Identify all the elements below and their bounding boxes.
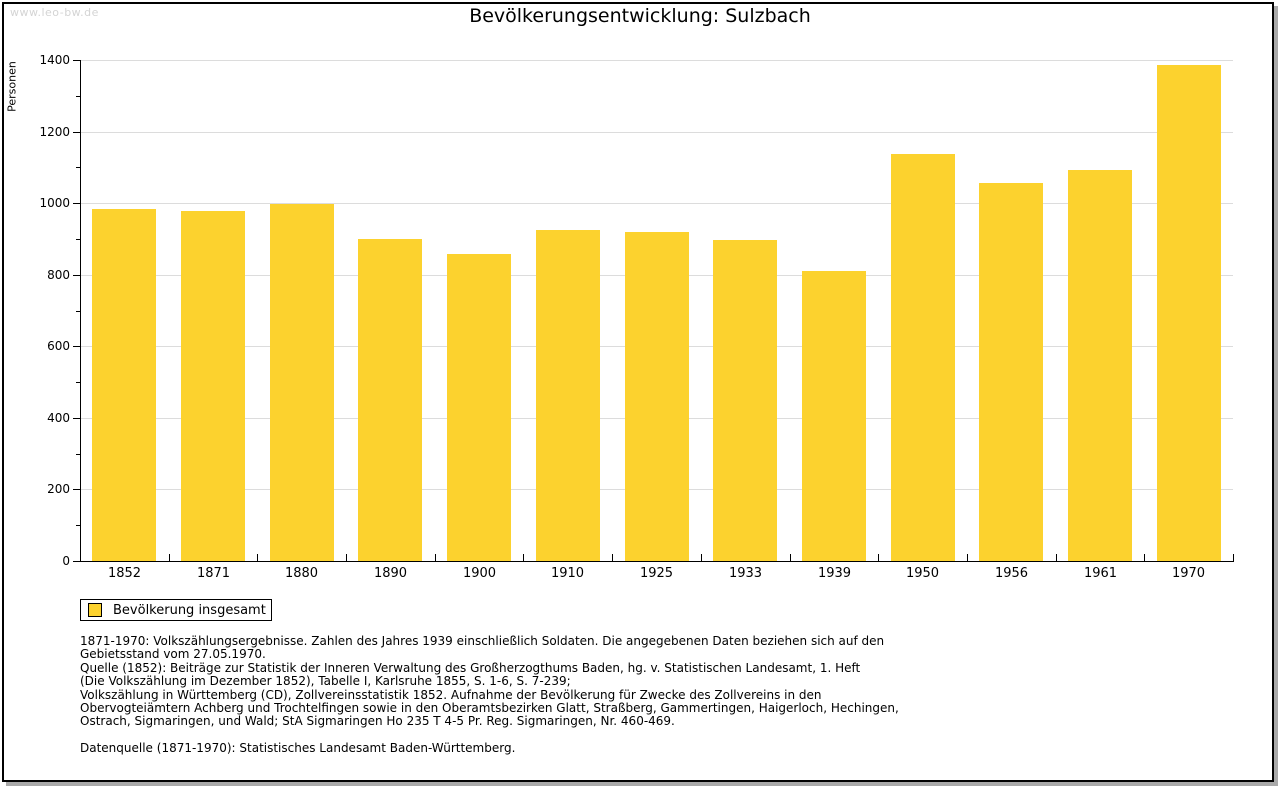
bar (447, 254, 511, 561)
x-axis-tick-label: 1933 (728, 566, 763, 581)
x-axis-tick (967, 554, 968, 561)
y-axis-tick (73, 489, 80, 490)
y-axis-line (80, 60, 81, 562)
x-axis-tick-label: 1871 (196, 566, 231, 581)
bar (92, 209, 156, 561)
y-axis-minor-tick (76, 311, 80, 312)
y-axis-tick-label: 400 (47, 411, 70, 425)
y-axis-tick (73, 275, 80, 276)
y-axis-minor-tick (76, 96, 80, 97)
x-axis-tick (257, 554, 258, 561)
bar (979, 183, 1043, 561)
bar (1068, 170, 1132, 561)
x-axis-tick (523, 554, 524, 561)
footnote-line: Obervogteiämtern Achberg und Trochtelfin… (80, 701, 899, 716)
bar (802, 271, 866, 561)
y-axis-tick-label: 200 (47, 482, 70, 496)
x-axis-tick-label: 1880 (284, 566, 319, 581)
legend-box: Bevölkerung insgesamt (80, 599, 272, 621)
y-axis-minor-tick (76, 382, 80, 383)
y-axis-tick (73, 418, 80, 419)
y-axis-tick-label: 1200 (39, 125, 70, 139)
y-axis-tick-label: 1400 (39, 53, 70, 67)
x-axis-tick (878, 554, 879, 561)
footnote-line: Datenquelle (1871-1970): Statistisches L… (80, 741, 516, 756)
x-axis-tick-label: 1890 (373, 566, 408, 581)
x-axis-tick-label: 1900 (462, 566, 497, 581)
y-axis-minor-tick (76, 239, 80, 240)
x-axis-tick-label: 1910 (550, 566, 585, 581)
x-axis-tick (346, 554, 347, 561)
y-axis-minor-tick (76, 454, 80, 455)
bar (181, 211, 245, 561)
footnotes-block: 1871-1970: Volkszählungsergebnisse. Zahl… (80, 634, 1180, 756)
y-axis-tick (73, 346, 80, 347)
x-axis-tick-label: 1939 (817, 566, 852, 581)
bar (891, 154, 955, 561)
x-axis-tick-label: 1950 (905, 566, 940, 581)
y-axis-tick (73, 60, 80, 61)
x-axis-tick-label: 1970 (1171, 566, 1206, 581)
x-axis-tick (1144, 554, 1145, 561)
footnote-line: Ostrach, Sigmaringen, und Wald; StA Sigm… (80, 714, 675, 729)
x-axis-tick (169, 554, 170, 561)
footnote-line: Volkszählung in Württemberg (CD), Zollve… (80, 687, 822, 702)
legend-label: Bevölkerung insgesamt (113, 602, 266, 618)
bar (536, 230, 600, 561)
footnote-line: 1871-1970: Volkszählungsergebnisse. Zahl… (80, 634, 885, 648)
footnote-line (80, 729, 1180, 742)
gridline (80, 132, 1233, 133)
legend-swatch-icon (88, 603, 102, 617)
bar (270, 204, 334, 561)
x-axis-line (80, 561, 1234, 562)
bar (713, 240, 777, 561)
y-axis-tick (73, 561, 80, 562)
x-axis-tick-label: 1956 (994, 566, 1029, 581)
y-axis-tick-label: 1000 (39, 196, 70, 210)
y-axis-tick (73, 203, 80, 204)
x-axis-tick-label: 1961 (1083, 566, 1118, 581)
gridline (80, 60, 1233, 61)
x-axis-tick-label: 1925 (639, 566, 674, 581)
x-axis-tick (790, 554, 791, 561)
bar (625, 232, 689, 561)
y-axis-tick (73, 132, 80, 133)
watermark: www.leo-bw.de (10, 6, 99, 19)
x-axis-tick (701, 554, 702, 561)
y-axis-tick-label: 0 (62, 554, 70, 568)
y-axis-minor-tick (76, 167, 80, 168)
chart-title: Bevölkerungsentwicklung: Sulzbach (469, 5, 811, 27)
x-axis-tick (1233, 554, 1234, 561)
footnote-line: (Die Volkszählung im Dezember 1852), Tab… (80, 674, 571, 689)
footnote-line: Quelle (1852): Beiträge zur Statistik de… (80, 660, 861, 675)
y-axis-tick-label: 600 (47, 339, 70, 353)
bar (358, 239, 422, 561)
x-axis-tick-label: 1852 (107, 566, 142, 581)
x-axis-tick (435, 554, 436, 561)
x-axis-tick (1056, 554, 1057, 561)
bar (1157, 65, 1221, 561)
y-axis-minor-tick (76, 525, 80, 526)
gridline (80, 203, 1233, 204)
y-axis-tick-label: 800 (47, 268, 70, 282)
x-axis-tick (612, 554, 613, 561)
footnote-line: Gebietsstand vom 27.05.1970. (80, 647, 266, 662)
